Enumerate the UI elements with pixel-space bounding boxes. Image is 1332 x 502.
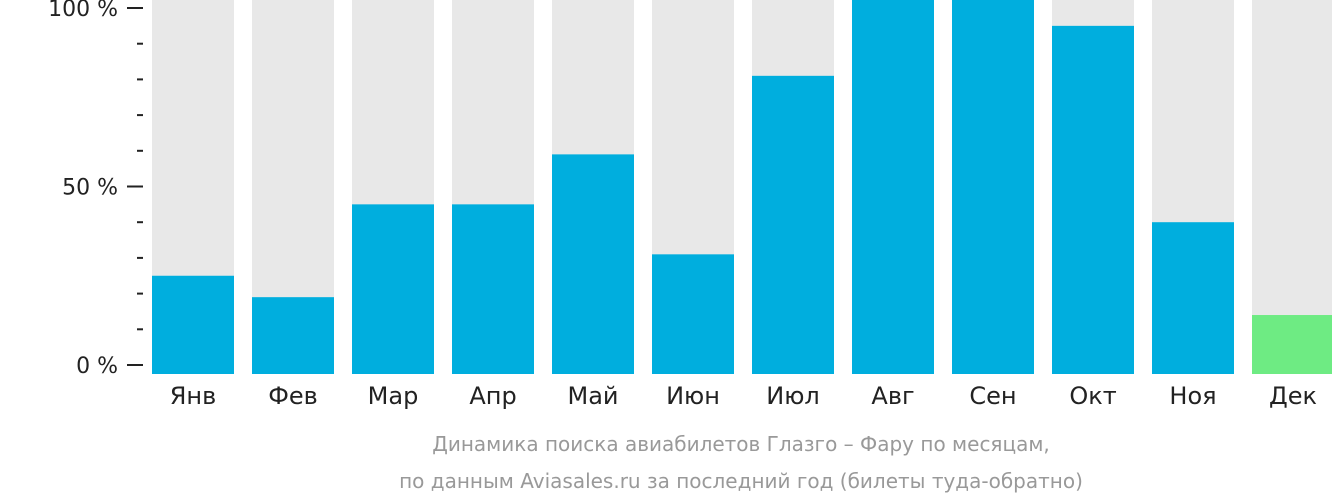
x-tick-label: Июл: [766, 382, 820, 410]
x-tick-label: Ноя: [1169, 382, 1216, 410]
y-axis: 0 % 50 % 100 %: [48, 0, 143, 379]
bar: [252, 297, 334, 374]
x-tick-label: Сен: [969, 382, 1016, 410]
chart-caption-line-2: по данным Aviasales.ru за последний год …: [399, 469, 1083, 493]
bar: [552, 154, 634, 374]
bar: [452, 204, 534, 374]
x-tick-label: Июн: [666, 382, 720, 410]
bar: [1252, 315, 1332, 374]
x-tick-label: Мар: [368, 382, 419, 410]
x-tick-label: Апр: [469, 382, 516, 410]
bar-background: [1252, 0, 1332, 374]
x-axis-labels: Янв Фев Мар Апр Май Июн Июл Авг Сен Окт Ноя Дек: [170, 382, 1317, 410]
x-tick-label: Дек: [1269, 382, 1317, 410]
chart-caption-line-1: Динамика поиска авиабилетов Глазго – Фар…: [432, 432, 1050, 456]
bar: [952, 0, 1034, 374]
bar: [1052, 25, 1134, 374]
bar: [752, 75, 834, 374]
x-tick-label: Фев: [268, 382, 318, 410]
bar: [1152, 222, 1234, 374]
bar: [652, 254, 734, 374]
x-tick-label: Май: [567, 382, 618, 410]
bar: [352, 204, 434, 374]
x-tick-label: Окт: [1069, 382, 1116, 410]
y-tick-label: 50 %: [62, 176, 118, 201]
y-tick-label: 100 %: [48, 0, 118, 22]
y-tick-label: 0 %: [76, 354, 118, 379]
bar: [152, 275, 234, 374]
data-bars: [152, 0, 1332, 374]
x-tick-label: Янв: [170, 382, 217, 410]
x-tick-label: Авг: [871, 382, 914, 410]
bar: [852, 0, 934, 374]
